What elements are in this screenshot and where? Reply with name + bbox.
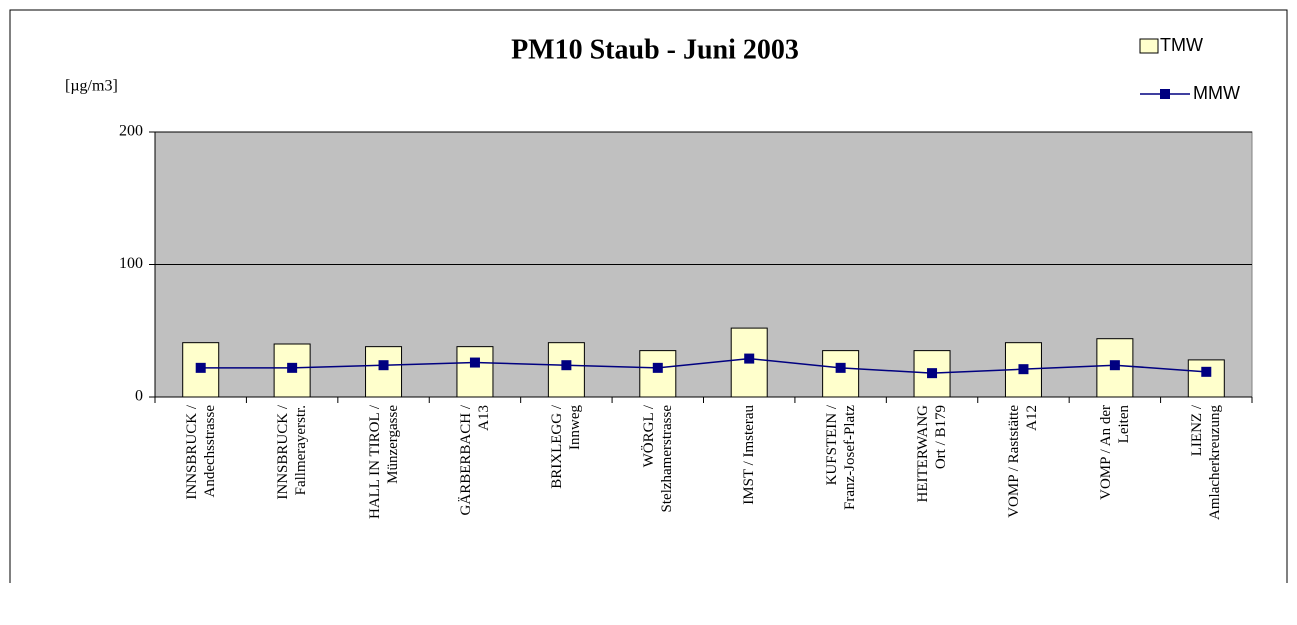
legend-label: TMW: [1160, 35, 1203, 55]
x-tick-label: BRIXLEGG / Innweg: [549, 405, 584, 489]
marker: [469, 357, 480, 368]
bar: [365, 346, 403, 398]
x-tick-label: INNSBRUCK / Fallmerayerstr.: [275, 405, 310, 500]
marker: [1109, 360, 1120, 371]
legend-swatch: [1139, 38, 1159, 54]
x-tick-label: KUFSTEIN / Franz-Josef-Platz: [823, 405, 858, 510]
bar: [1187, 359, 1225, 398]
x-tick-label: GÄRBERBACH / A13: [457, 405, 492, 516]
x-tick-label: HALL IN TIROL / Münzergasse: [366, 405, 401, 520]
marker: [927, 368, 938, 379]
marker: [652, 362, 663, 373]
y-tick-label: 200: [119, 123, 143, 140]
y-tick-label: 0: [135, 388, 143, 405]
line: [200, 357, 1207, 374]
chart-title: PM10 Staub - Juni 2003: [511, 34, 799, 65]
legend-marker: [1160, 89, 1170, 99]
marker: [287, 362, 298, 373]
y-axis-label: [µg/m3]: [65, 78, 118, 95]
marker: [1018, 364, 1029, 375]
x-tick-label: VOMP / Raststätte A12: [1006, 405, 1041, 518]
marker: [561, 360, 572, 371]
x-tick-label: LIENZ / Amlacherkreuzung: [1189, 405, 1224, 520]
x-tick-label: IMST / Imsterau: [741, 405, 758, 505]
x-tick-label: INNSBRUCK / Andechsstrasse: [183, 405, 218, 500]
bar: [456, 346, 494, 398]
x-tick-label: VOMP / An der Leiten: [1097, 405, 1132, 500]
y-tick-label: 100: [119, 255, 143, 272]
legend-label: MMW: [1193, 83, 1240, 103]
marker: [195, 362, 206, 373]
marker: [378, 360, 389, 371]
marker: [1201, 366, 1212, 377]
x-tick-label: WÖRGL / Stelzhamerstrasse: [640, 405, 675, 513]
bar: [639, 350, 677, 398]
chart: PM10 Staub - Juni 2003 [µg/m3] 0 100 200 TM…: [9, 9, 1288, 583]
x-tick-label: HEITERWANG Ort / B179: [915, 405, 950, 503]
marker: [835, 362, 846, 373]
page: {"chart_data": {"type": "bar-line", "tit…: [9, 9, 1288, 583]
marker: [744, 353, 755, 364]
bar: [822, 350, 860, 398]
